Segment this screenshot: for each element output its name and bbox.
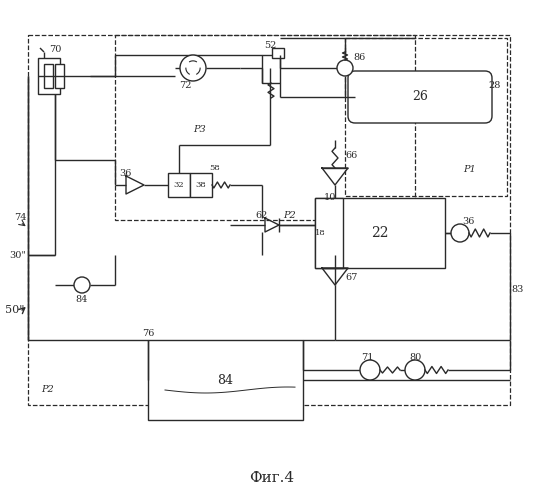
Text: 62: 62 [256, 210, 268, 220]
Text: 28: 28 [489, 80, 501, 90]
Circle shape [451, 224, 469, 242]
Text: 52: 52 [264, 40, 276, 50]
Text: 71: 71 [361, 354, 373, 362]
Text: P2: P2 [42, 386, 54, 394]
Bar [272, 48, 284, 58]
Circle shape [405, 360, 425, 380]
Bar [38, 58, 60, 94]
Text: 18: 18 [314, 229, 325, 237]
Bar [262, 55, 280, 83]
Text: 76: 76 [142, 328, 154, 338]
Text: 84: 84 [217, 374, 233, 386]
Circle shape [180, 55, 206, 81]
Text: 58: 58 [209, 164, 220, 172]
Text: 80: 80 [409, 354, 421, 362]
Bar [315, 198, 445, 268]
Text: 66: 66 [346, 150, 358, 160]
Text: P3: P3 [194, 126, 206, 134]
Bar [44, 64, 53, 88]
Text: 67: 67 [346, 274, 358, 282]
Bar [55, 64, 64, 88]
Text: 50": 50" [5, 305, 24, 315]
Text: 30": 30" [9, 250, 27, 260]
Text: 36: 36 [119, 170, 131, 178]
Circle shape [74, 277, 90, 293]
Bar [115, 35, 415, 220]
Circle shape [337, 60, 353, 76]
Text: 70: 70 [49, 46, 61, 54]
Bar [168, 173, 190, 197]
Text: P1: P1 [463, 166, 477, 174]
Bar [148, 340, 303, 420]
Bar [345, 38, 507, 196]
Text: 32: 32 [174, 181, 184, 189]
Bar [28, 35, 510, 405]
Bar [315, 198, 343, 268]
Text: 26: 26 [412, 90, 428, 104]
FancyBboxPatch shape [348, 71, 492, 123]
Text: P2: P2 [283, 210, 296, 220]
Text: 38: 38 [196, 181, 206, 189]
Text: 84: 84 [76, 296, 88, 304]
Text: 74: 74 [14, 214, 26, 222]
Text: Фиг.4: Фиг.4 [250, 471, 294, 485]
Text: 86: 86 [354, 54, 366, 62]
Text: 72: 72 [179, 80, 191, 90]
Text: 36: 36 [462, 218, 474, 226]
Text: 10: 10 [324, 194, 336, 202]
Bar [190, 173, 212, 197]
Text: 83: 83 [512, 286, 524, 294]
Text: 22: 22 [371, 226, 389, 240]
Circle shape [360, 360, 380, 380]
